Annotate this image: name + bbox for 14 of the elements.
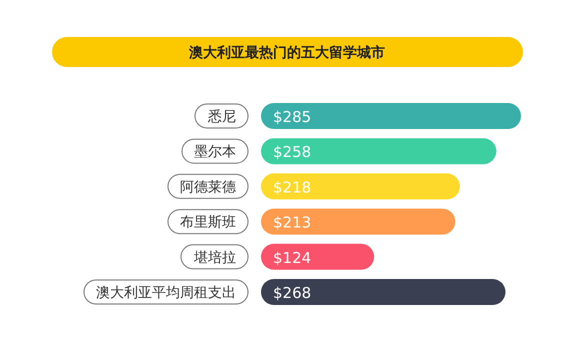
data-label: $258 — [273, 143, 312, 162]
data-label: $213 — [273, 214, 312, 232]
y-tick-label: 悉尼 — [207, 109, 236, 125]
chart-title: 澳大利亚最热门的五大留学城市 — [188, 44, 385, 61]
y-tick-label: 墨尔本 — [194, 144, 236, 160]
data-label: $285 — [273, 108, 312, 126]
title: 澳大利亚最热门的五大留学城市 — [52, 37, 523, 67]
data-label: $218 — [273, 178, 312, 196]
data-label: $268 — [273, 284, 312, 302]
data-label: $124 — [273, 248, 312, 267]
y-tick-label: 阿德莱德 — [180, 179, 236, 196]
y-tick-label: 澳大利亚平均周租支出 — [96, 285, 236, 301]
y-tick-label: 布里斯班 — [180, 214, 236, 231]
y-tick-label: 堪培拉 — [193, 250, 236, 266]
